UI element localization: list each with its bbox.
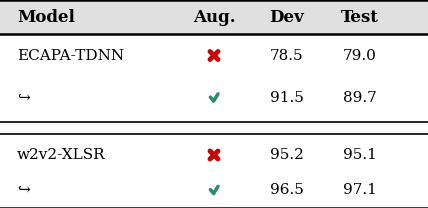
Text: Test: Test	[341, 9, 378, 26]
Text: ↪: ↪	[17, 183, 30, 197]
Text: 95.2: 95.2	[270, 148, 304, 162]
Text: 96.5: 96.5	[270, 183, 304, 197]
Text: 79.0: 79.0	[342, 48, 377, 62]
Text: Dev: Dev	[269, 9, 304, 26]
Text: 95.1: 95.1	[342, 148, 377, 162]
Bar	[0, 0, 428, 34]
Text: 78.5: 78.5	[270, 48, 303, 62]
Text: Model: Model	[17, 9, 75, 26]
Text: Aug.: Aug.	[193, 9, 235, 26]
Text: w2v2-XLSR: w2v2-XLSR	[17, 148, 106, 162]
Text: 97.1: 97.1	[342, 183, 377, 197]
Text: 91.5: 91.5	[270, 90, 304, 104]
Text: 89.7: 89.7	[343, 90, 376, 104]
Text: ECAPA-TDNN: ECAPA-TDNN	[17, 48, 124, 62]
Text: ↪: ↪	[17, 90, 30, 104]
